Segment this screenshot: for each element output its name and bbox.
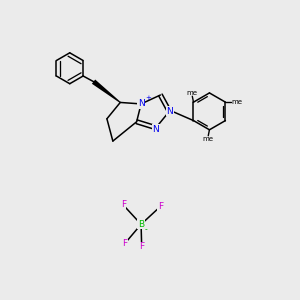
Text: me: me <box>187 90 198 96</box>
Text: B: B <box>138 220 144 229</box>
Text: me: me <box>231 99 242 105</box>
Text: N: N <box>138 99 145 108</box>
Polygon shape <box>92 80 121 103</box>
Text: F: F <box>121 200 126 209</box>
Text: F: F <box>122 239 127 248</box>
Text: N: N <box>167 107 173 116</box>
Text: me: me <box>203 136 214 142</box>
Text: -: - <box>145 225 148 234</box>
Text: F: F <box>158 202 163 211</box>
Text: N: N <box>153 125 159 134</box>
Text: +: + <box>145 95 151 101</box>
Text: F: F <box>139 242 144 251</box>
